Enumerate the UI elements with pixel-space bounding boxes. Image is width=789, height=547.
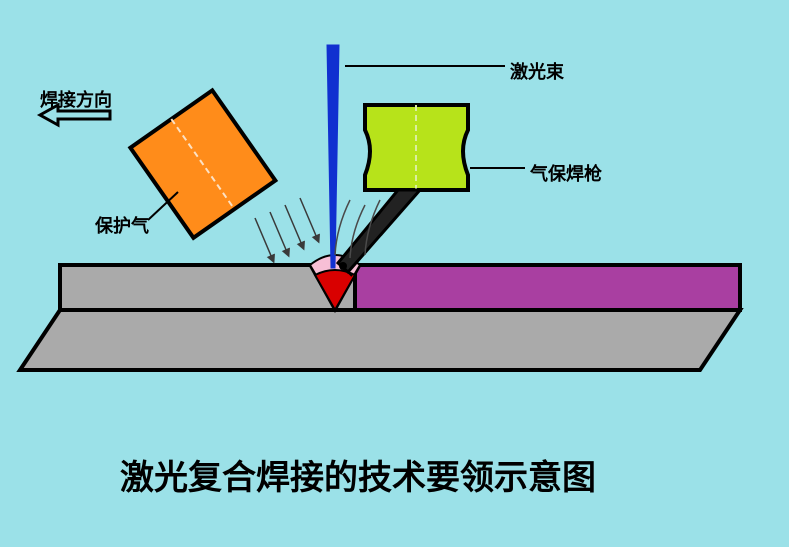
label-laser-beam: 激光束 (510, 58, 564, 84)
label-weld-direction: 焊接方向 (40, 86, 112, 112)
label-gas-torch: 气保焊枪 (530, 160, 602, 186)
diagram-canvas: 焊接方向 激光束 保护气 气保焊枪 激光复合焊接的技术要领示意图 (0, 0, 789, 547)
label-shield-gas: 保护气 (95, 212, 149, 238)
diagram-title: 激光复合焊接的技术要领示意图 (120, 450, 596, 499)
